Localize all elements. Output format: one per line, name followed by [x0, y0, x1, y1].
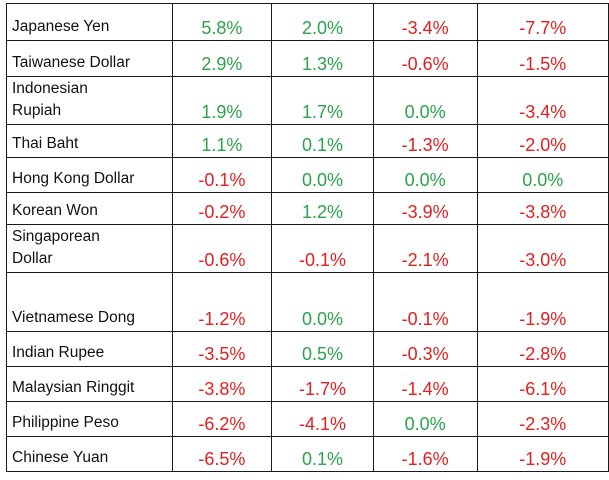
- table-row: Chinese Yuan -6.5% 0.1% -1.6% -1.9%: [6, 436, 609, 472]
- change-value-col-3: -1.6%: [372, 436, 478, 472]
- currency-name: Taiwanese Dollar: [6, 40, 173, 77]
- currency-name: Malaysian Ringgit: [6, 366, 173, 402]
- change-value-col-2: 0.1%: [271, 436, 374, 472]
- table-row: Malaysian Ringgit -3.8% -1.7% -1.4% -6.1%: [6, 366, 609, 402]
- change-value-col-4: -3.4%: [476, 76, 609, 125]
- change-value-col-1: -6.5%: [171, 436, 273, 472]
- change-value-col-2: 0.0%: [271, 157, 374, 193]
- table-row: Japanese Yen 5.8% 2.0% -3.4% -7.7%: [6, 3, 609, 41]
- change-value-col-1: -0.1%: [171, 157, 273, 193]
- currency-name: Indonesian Rupiah: [6, 76, 173, 125]
- change-value-col-4: -3.8%: [476, 192, 609, 225]
- change-value-col-2: 1.2%: [271, 192, 374, 225]
- change-value-col-1: -0.6%: [171, 224, 273, 273]
- change-value-col-4: -7.7%: [476, 3, 609, 41]
- change-value-col-1: -3.8%: [171, 366, 273, 402]
- table-row: Philippine Peso -6.2% -4.1% 0.0% -2.3%: [6, 401, 609, 437]
- currency-change-table: Japanese Yen 5.8% 2.0% -3.4% -7.7% Taiwanese …: [6, 3, 609, 472]
- change-value-col-4: -3.0%: [476, 224, 609, 273]
- change-value-col-4: 0.0%: [476, 157, 609, 193]
- change-value-col-1: 1.1%: [171, 124, 273, 158]
- change-value-col-3: -2.1%: [372, 224, 478, 273]
- currency-name: Vietnamese Dong: [6, 272, 173, 332]
- change-value-col-3: -1.3%: [372, 124, 478, 158]
- table-row: Indian Rupee -3.5% 0.5% -0.3% -2.8%: [6, 331, 609, 367]
- change-value-col-4: -1.5%: [476, 40, 609, 77]
- currency-name: Hong Kong Dollar: [6, 157, 173, 193]
- change-value-col-3: 0.0%: [372, 157, 478, 193]
- change-value-col-1: -1.2%: [171, 272, 273, 332]
- change-value-col-2: 1.7%: [271, 76, 374, 125]
- table-body: Japanese Yen 5.8% 2.0% -3.4% -7.7% Taiwanese …: [6, 3, 609, 472]
- change-value-col-1: -0.2%: [171, 192, 273, 225]
- table-row: Korean Won -0.2% 1.2% -3.9% -3.8%: [6, 192, 609, 225]
- currency-name: Philippine Peso: [6, 401, 173, 437]
- currency-name: Chinese Yuan: [6, 436, 173, 472]
- change-value-col-3: -1.4%: [372, 366, 478, 402]
- change-value-col-3: -3.4%: [372, 3, 478, 41]
- currency-name: Korean Won: [6, 192, 173, 225]
- change-value-col-2: 2.0%: [271, 3, 374, 41]
- change-value-col-4: -2.8%: [476, 331, 609, 367]
- change-value-col-1: 5.8%: [171, 3, 273, 41]
- currency-name: Singaporean Dollar: [6, 224, 173, 273]
- change-value-col-3: -0.3%: [372, 331, 478, 367]
- change-value-col-3: 0.0%: [372, 401, 478, 437]
- change-value-col-4: -6.1%: [476, 366, 609, 402]
- change-value-col-2: 0.5%: [271, 331, 374, 367]
- change-value-col-4: -2.0%: [476, 124, 609, 158]
- change-value-col-2: 0.1%: [271, 124, 374, 158]
- change-value-col-4: -2.3%: [476, 401, 609, 437]
- table-row: Singaporean Dollar -0.6% -0.1% -2.1% -3.0%: [6, 224, 609, 273]
- change-value-col-3: 0.0%: [372, 76, 478, 125]
- change-value-col-1: -3.5%: [171, 331, 273, 367]
- currency-name: Thai Baht: [6, 124, 173, 158]
- table-row: Hong Kong Dollar -0.1% 0.0% 0.0% 0.0%: [6, 157, 609, 193]
- currency-name: Japanese Yen: [6, 3, 173, 41]
- change-value-col-4: -1.9%: [476, 272, 609, 332]
- change-value-col-3: -0.1%: [372, 272, 478, 332]
- change-value-col-2: 1.3%: [271, 40, 374, 77]
- change-value-col-1: 2.9%: [171, 40, 273, 77]
- change-value-col-2: -0.1%: [271, 224, 374, 273]
- change-value-col-2: 0.0%: [271, 272, 374, 332]
- currency-name: Indian Rupee: [6, 331, 173, 367]
- change-value-col-4: -1.9%: [476, 436, 609, 472]
- change-value-col-1: 1.9%: [171, 76, 273, 125]
- table-row: Indonesian Rupiah 1.9% 1.7% 0.0% -3.4%: [6, 76, 609, 125]
- change-value-col-3: -3.9%: [372, 192, 478, 225]
- change-value-col-2: -1.7%: [271, 366, 374, 402]
- table-row: Taiwanese Dollar 2.9% 1.3% -0.6% -1.5%: [6, 40, 609, 77]
- change-value-col-3: -0.6%: [372, 40, 478, 77]
- change-value-col-1: -6.2%: [171, 401, 273, 437]
- table-row: Thai Baht 1.1% 0.1% -1.3% -2.0%: [6, 124, 609, 158]
- change-value-col-2: -4.1%: [271, 401, 374, 437]
- table-row: Vietnamese Dong -1.2% 0.0% -0.1% -1.9%: [6, 272, 609, 332]
